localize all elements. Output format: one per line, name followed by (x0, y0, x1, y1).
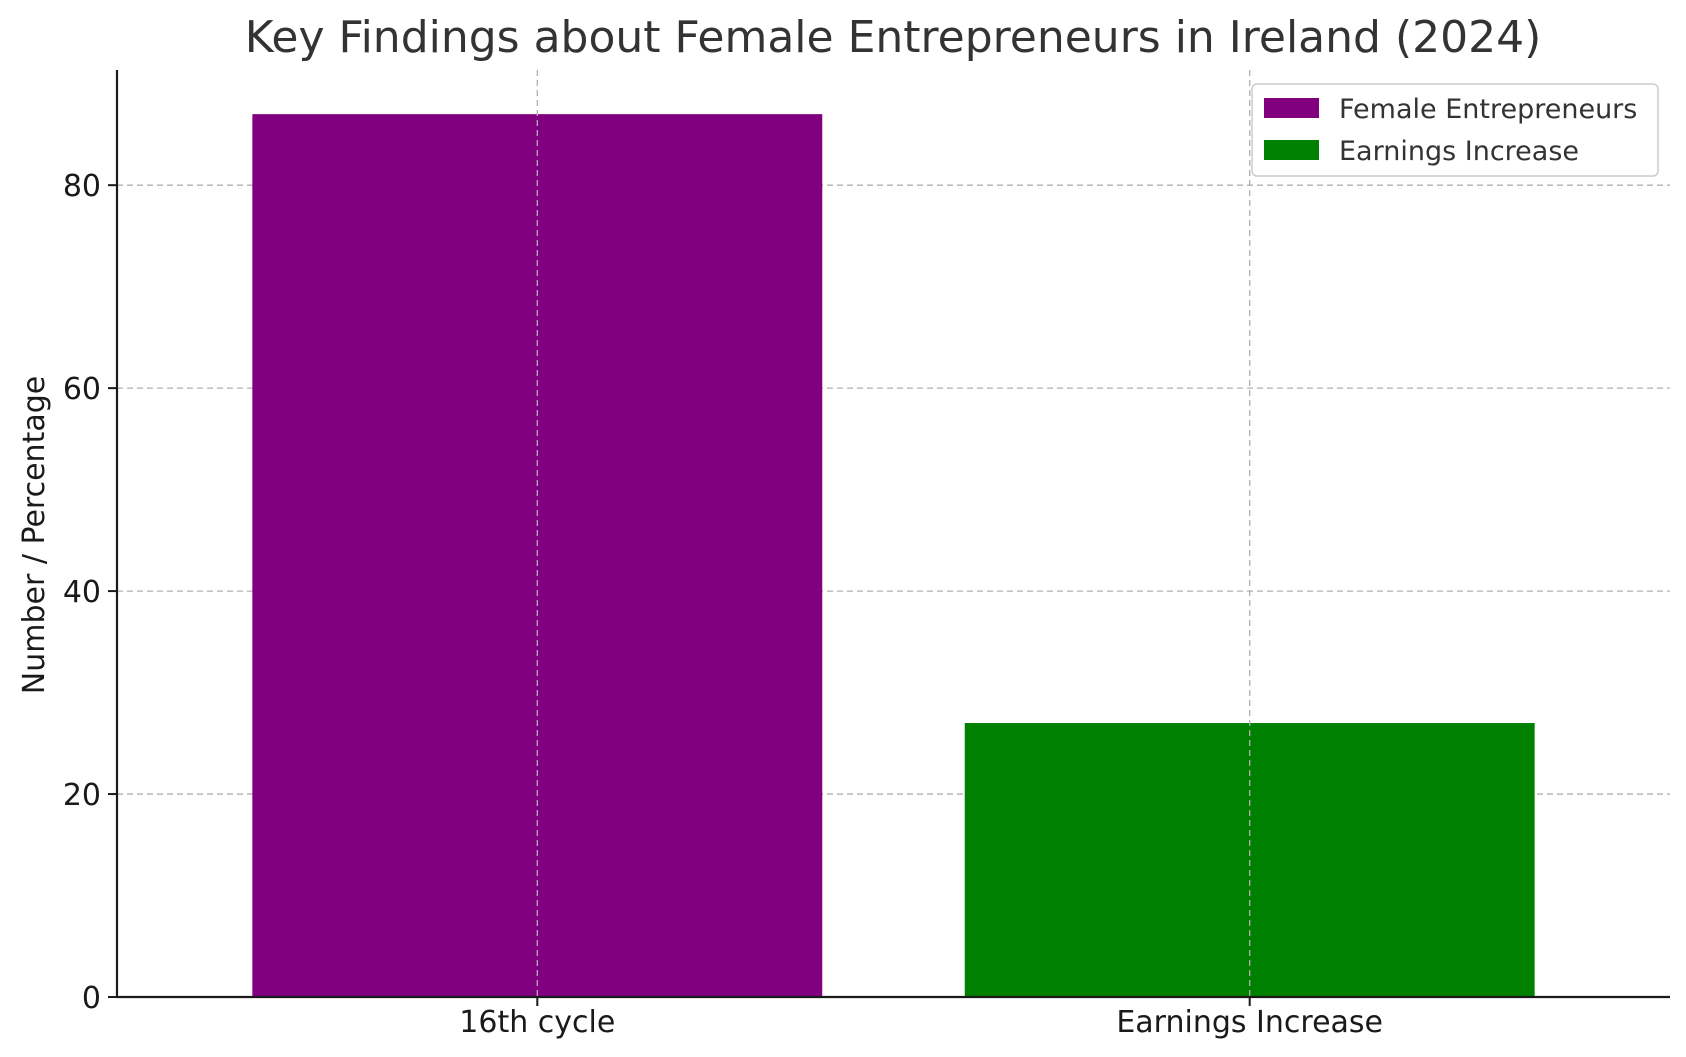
legend-label: Female Entrepreneurs (1339, 94, 1637, 125)
grid-overlay (536, 70, 1251, 997)
x-ticks: 16th cycle Earnings Increase (459, 997, 1383, 1040)
x-tick-label: Earnings Increase (1116, 1005, 1383, 1040)
y-tick-label: 20 (63, 778, 101, 813)
legend: Female Entrepreneurs Earnings Increase (1251, 83, 1659, 177)
y-tick-label: 0 (82, 981, 101, 1016)
y-tick-label: 80 (63, 169, 101, 204)
legend-swatch (1264, 98, 1319, 118)
legend-label: Earnings Increase (1339, 136, 1579, 167)
legend-swatch (1264, 140, 1319, 160)
y-tick-label: 40 (63, 575, 101, 610)
legend-frame (1251, 83, 1659, 177)
axes (115, 70, 1670, 999)
bars (252, 114, 1535, 997)
y-tick-label: 60 (63, 372, 101, 407)
y-axis-label: Number / Percentage (17, 376, 52, 694)
chart-title: Key Findings about Female Entrepreneurs … (245, 12, 1542, 63)
y-ticks: 0 20 40 60 80 (63, 169, 117, 1016)
x-tick-label: 16th cycle (459, 1005, 615, 1040)
